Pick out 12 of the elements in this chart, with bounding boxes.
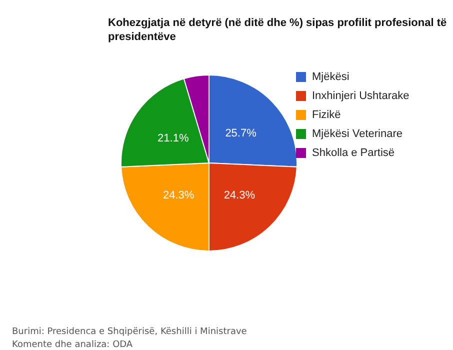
data-label: 24.3% xyxy=(162,190,194,202)
legend-label: Fizikë xyxy=(312,108,342,122)
legend-label: Mjëkësi xyxy=(312,70,350,84)
legend-label: Mjëkësi Veterinare xyxy=(312,127,404,141)
text: Burimi: Presidenca e Shqipërisë, Këshilli i Ministrave xyxy=(12,326,247,339)
data-label: 24.3% xyxy=(224,190,256,202)
text: Komente dhe analiza: ODA xyxy=(12,339,134,350)
legend-label: Inxhinjeri Ushtarake xyxy=(312,89,410,103)
data-label: 21.1% xyxy=(158,132,189,144)
legend-label: Shkolla e Partisë xyxy=(312,146,396,160)
chart-title: Kohezgjatja në detyrë (në ditë dhe %) sipas profilit profesional të presidentëve xyxy=(108,16,448,44)
data-label: 25.7% xyxy=(225,127,257,140)
